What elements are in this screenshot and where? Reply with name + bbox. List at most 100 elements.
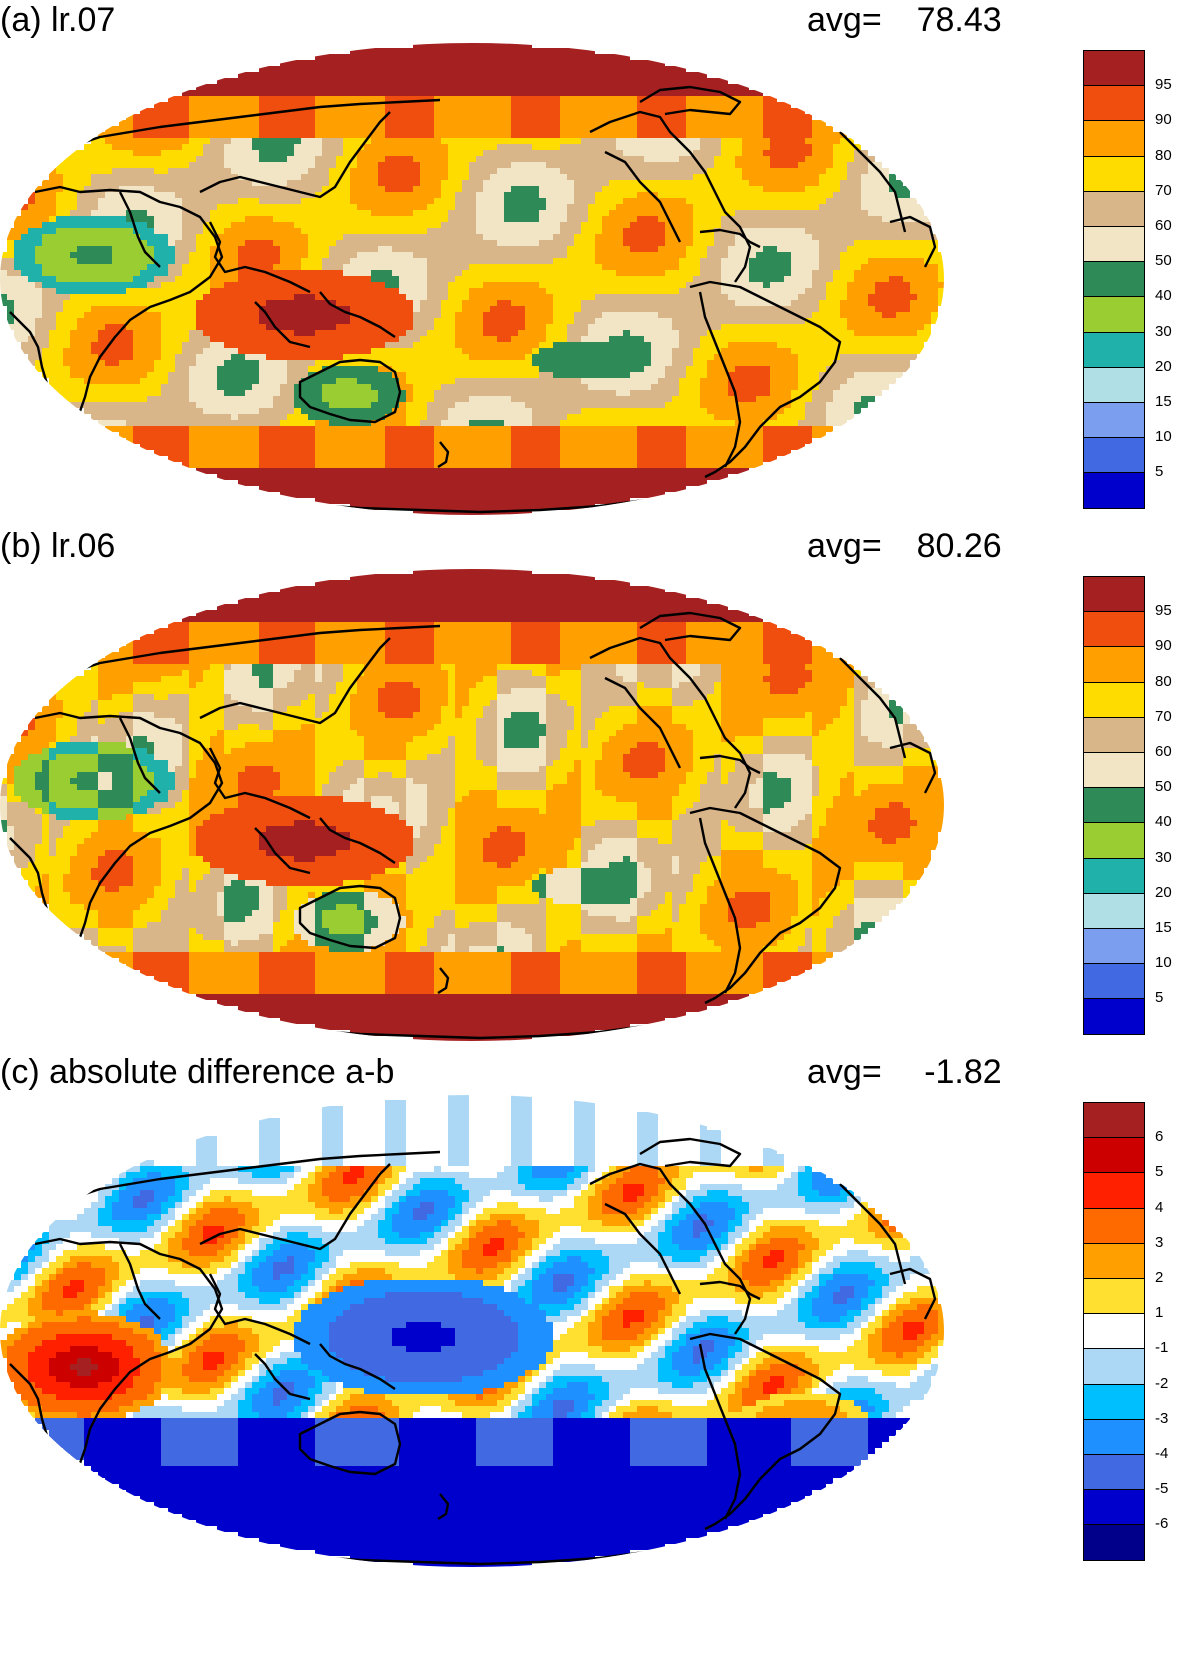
- field-cell: [490, 264, 497, 270]
- field-cell: [609, 270, 616, 276]
- field-cell: [364, 60, 371, 66]
- field-cell: [294, 150, 301, 156]
- field-cell: [742, 120, 749, 126]
- field-cell: [532, 162, 539, 168]
- field-cell: [294, 264, 301, 270]
- field-cell: [140, 312, 147, 318]
- field-cell: [231, 312, 238, 318]
- field-cell: [644, 204, 651, 210]
- field-cell: [532, 78, 539, 84]
- field-cell: [567, 132, 574, 138]
- field-cell: [343, 138, 350, 144]
- field-cell: [329, 180, 336, 186]
- field-cell: [735, 204, 742, 210]
- field-cell: [287, 144, 294, 150]
- field-cell: [434, 282, 441, 288]
- field-cell: [329, 270, 336, 276]
- field-cell: [658, 198, 665, 204]
- field-cell: [644, 132, 651, 138]
- field-cell: [154, 276, 161, 282]
- field-cell: [798, 306, 805, 312]
- field-cell: [357, 264, 364, 270]
- field-cell: [420, 180, 427, 186]
- field-cell: [749, 234, 756, 240]
- field-cell: [875, 306, 882, 312]
- field-cell: [182, 126, 189, 132]
- field-cell: [805, 192, 812, 198]
- field-cell: [364, 102, 371, 108]
- field-cell: [833, 258, 840, 264]
- field-cell: [441, 162, 448, 168]
- field-cell: [217, 294, 224, 300]
- field-cell: [434, 156, 441, 162]
- field-cell: [581, 246, 588, 252]
- field-cell: [784, 108, 791, 114]
- field-cell: [567, 252, 574, 258]
- field-cell: [189, 126, 196, 132]
- field-cell: [763, 108, 770, 114]
- field-cell: [378, 198, 385, 204]
- field-cell: [357, 270, 364, 276]
- field-cell: [266, 192, 273, 198]
- field-cell: [329, 144, 336, 150]
- field-cell: [511, 282, 518, 288]
- field-cell: [714, 90, 721, 96]
- field-cell: [539, 180, 546, 186]
- field-cell: [581, 156, 588, 162]
- field-cell: [742, 96, 749, 102]
- field-cell: [231, 258, 238, 264]
- field-cell: [504, 180, 511, 186]
- field-cell: [882, 174, 889, 180]
- field-cell: [287, 270, 294, 276]
- field-cell: [217, 114, 224, 120]
- field-cell: [294, 168, 301, 174]
- field-cell: [707, 120, 714, 126]
- field-cell: [42, 180, 49, 186]
- field-cell: [714, 258, 721, 264]
- field-cell: [392, 270, 399, 276]
- field-cell: [84, 210, 91, 216]
- field-cell: [364, 306, 371, 312]
- field-cell: [791, 192, 798, 198]
- field-cell: [623, 72, 630, 78]
- field-cell: [679, 252, 686, 258]
- field-cell: [616, 282, 623, 288]
- field-cell: [483, 276, 490, 282]
- field-cell: [252, 306, 259, 312]
- field-cell: [133, 240, 140, 246]
- field-cell: [322, 234, 329, 240]
- field-cell: [357, 90, 364, 96]
- field-cell: [553, 90, 560, 96]
- field-cell: [70, 216, 77, 222]
- field-cell: [350, 228, 357, 234]
- field-cell: [196, 156, 203, 162]
- field-cell: [406, 108, 413, 114]
- field-cell: [308, 276, 315, 282]
- field-cell: [931, 294, 938, 300]
- field-cell: [371, 264, 378, 270]
- field-cell: [385, 252, 392, 258]
- field-cell: [77, 210, 84, 216]
- field-cell: [763, 162, 770, 168]
- field-cell: [399, 48, 406, 54]
- field-cell: [406, 240, 413, 246]
- field-cell: [266, 132, 273, 138]
- field-cell: [714, 84, 721, 90]
- field-cell: [252, 132, 259, 138]
- field-cell: [511, 48, 518, 54]
- field-cell: [161, 288, 168, 294]
- field-cell: [154, 174, 161, 180]
- field-cell: [147, 186, 154, 192]
- field-cell: [98, 216, 105, 222]
- field-cell: [49, 264, 56, 270]
- field-cell: [798, 216, 805, 222]
- field-cell: [413, 228, 420, 234]
- field-cell: [623, 216, 630, 222]
- field-cell: [182, 276, 189, 282]
- field-cell: [931, 234, 938, 240]
- field-cell: [238, 192, 245, 198]
- field-cell: [476, 43, 483, 48]
- field-cell: [539, 60, 546, 66]
- field-cell: [161, 306, 168, 312]
- field-cell: [105, 150, 112, 156]
